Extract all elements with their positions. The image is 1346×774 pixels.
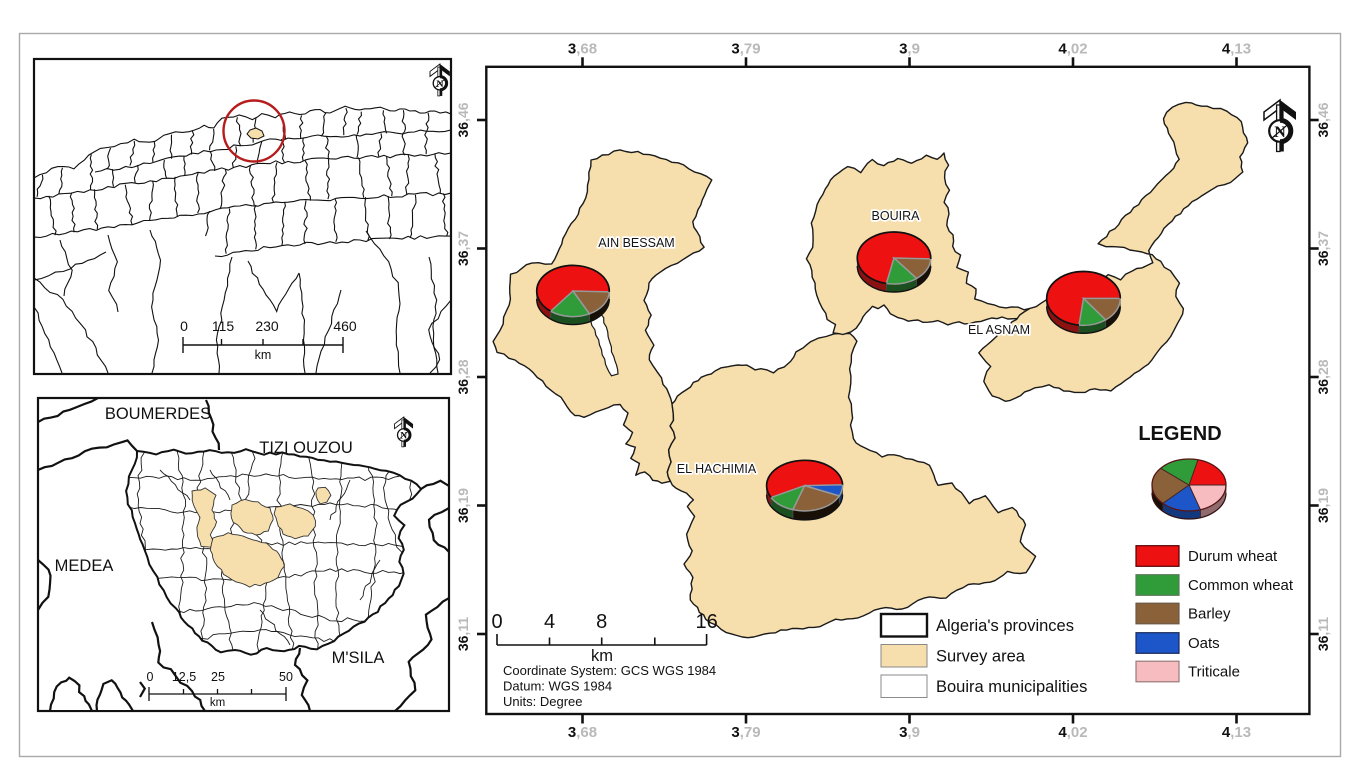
svg-text:36,46: 36,46 (455, 102, 471, 137)
svg-text:Units: Degree: Units: Degree (503, 694, 582, 709)
svg-text:AIN BESSAM: AIN BESSAM (598, 236, 674, 250)
svg-text:36,37: 36,37 (1315, 231, 1331, 266)
svg-text:0: 0 (180, 318, 188, 334)
svg-text:36,19: 36,19 (1315, 488, 1331, 523)
svg-text:4: 4 (544, 611, 555, 633)
svg-text:4,13: 4,13 (1222, 41, 1251, 58)
svg-text:3,68: 3,68 (568, 41, 597, 58)
svg-text:12,5: 12,5 (172, 670, 196, 684)
svg-text:4,02: 4,02 (1058, 724, 1087, 741)
svg-text:50: 50 (279, 670, 293, 684)
svg-text:BOUIRA: BOUIRA (872, 209, 921, 223)
svg-text:16: 16 (695, 611, 717, 633)
svg-text:3,68: 3,68 (568, 724, 597, 741)
svg-text:36,11: 36,11 (1315, 617, 1331, 651)
svg-text:4,13: 4,13 (1222, 724, 1251, 741)
svg-text:km: km (591, 647, 613, 665)
svg-text:3,9: 3,9 (899, 41, 920, 58)
svg-text:N: N (400, 431, 407, 441)
svg-text:TIZI OUZOU: TIZI OUZOU (259, 439, 353, 457)
svg-text:36,28: 36,28 (455, 359, 471, 394)
svg-text:Bouira municipalities: Bouira municipalities (936, 678, 1087, 696)
svg-text:Barley: Barley (1188, 606, 1231, 623)
svg-text:MEDEA: MEDEA (55, 557, 114, 575)
svg-text:N: N (1274, 124, 1286, 141)
svg-text:km: km (255, 348, 272, 362)
svg-text:36,19: 36,19 (455, 488, 471, 523)
svg-text:BOUMERDES: BOUMERDES (105, 405, 211, 423)
svg-text:230: 230 (255, 318, 279, 334)
svg-text:0: 0 (147, 670, 154, 684)
svg-text:3,79: 3,79 (731, 724, 760, 741)
svg-text:115: 115 (212, 318, 235, 334)
svg-text:36,46: 36,46 (1315, 102, 1331, 137)
svg-text:EL HACHIMIA: EL HACHIMIA (677, 462, 757, 476)
svg-text:Survey area: Survey area (936, 648, 1026, 666)
svg-text:M'SILA: M'SILA (332, 649, 385, 667)
svg-text:Common wheat: Common wheat (1188, 577, 1294, 594)
svg-text:0: 0 (491, 611, 502, 633)
svg-text:3,79: 3,79 (731, 41, 760, 58)
svg-text:Datum: WGS 1984: Datum: WGS 1984 (503, 679, 612, 694)
svg-text:Durum wheat: Durum wheat (1188, 548, 1278, 565)
svg-text:25: 25 (211, 670, 225, 684)
svg-text:EL ASNAM: EL ASNAM (968, 323, 1030, 337)
svg-text:8: 8 (596, 611, 607, 633)
svg-text:4,02: 4,02 (1058, 41, 1087, 58)
svg-text:3,9: 3,9 (899, 724, 920, 741)
svg-text:LEGEND: LEGEND (1138, 423, 1221, 445)
svg-text:36,11: 36,11 (455, 617, 471, 651)
svg-text:Triticale: Triticale (1188, 664, 1240, 681)
svg-text:Coordinate System: GCS WGS 198: Coordinate System: GCS WGS 1984 (503, 663, 716, 678)
svg-text:km: km (210, 697, 225, 709)
svg-text:Oats: Oats (1188, 635, 1220, 652)
svg-text:Algeria's provinces: Algeria's provinces (936, 617, 1074, 635)
svg-text:N: N (436, 79, 444, 90)
svg-text:36,37: 36,37 (455, 231, 471, 266)
svg-text:460: 460 (333, 318, 357, 334)
svg-text:36,28: 36,28 (1315, 359, 1331, 394)
